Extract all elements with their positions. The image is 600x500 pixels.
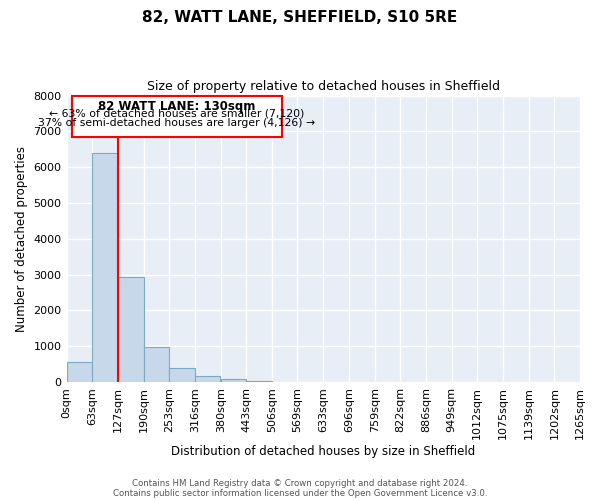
Title: Size of property relative to detached houses in Sheffield: Size of property relative to detached ho… — [147, 80, 500, 93]
Bar — [221, 379, 247, 382]
FancyBboxPatch shape — [71, 96, 282, 137]
Bar — [169, 368, 195, 382]
X-axis label: Distribution of detached houses by size in Sheffield: Distribution of detached houses by size … — [171, 444, 475, 458]
Bar — [67, 362, 92, 382]
Bar — [143, 346, 169, 382]
Text: ← 63% of detached houses are smaller (7,120): ← 63% of detached houses are smaller (7,… — [49, 108, 305, 118]
Bar — [247, 380, 272, 382]
Y-axis label: Number of detached properties: Number of detached properties — [15, 146, 28, 332]
Bar — [195, 376, 220, 382]
Bar — [92, 153, 118, 382]
Text: 82 WATT LANE: 130sqm: 82 WATT LANE: 130sqm — [98, 100, 256, 113]
Text: Contains public sector information licensed under the Open Government Licence v3: Contains public sector information licen… — [113, 488, 487, 498]
Bar — [118, 277, 143, 382]
Text: 82, WATT LANE, SHEFFIELD, S10 5RE: 82, WATT LANE, SHEFFIELD, S10 5RE — [142, 10, 458, 25]
Text: Contains HM Land Registry data © Crown copyright and database right 2024.: Contains HM Land Registry data © Crown c… — [132, 478, 468, 488]
Text: 37% of semi-detached houses are larger (4,126) →: 37% of semi-detached houses are larger (… — [38, 118, 316, 128]
